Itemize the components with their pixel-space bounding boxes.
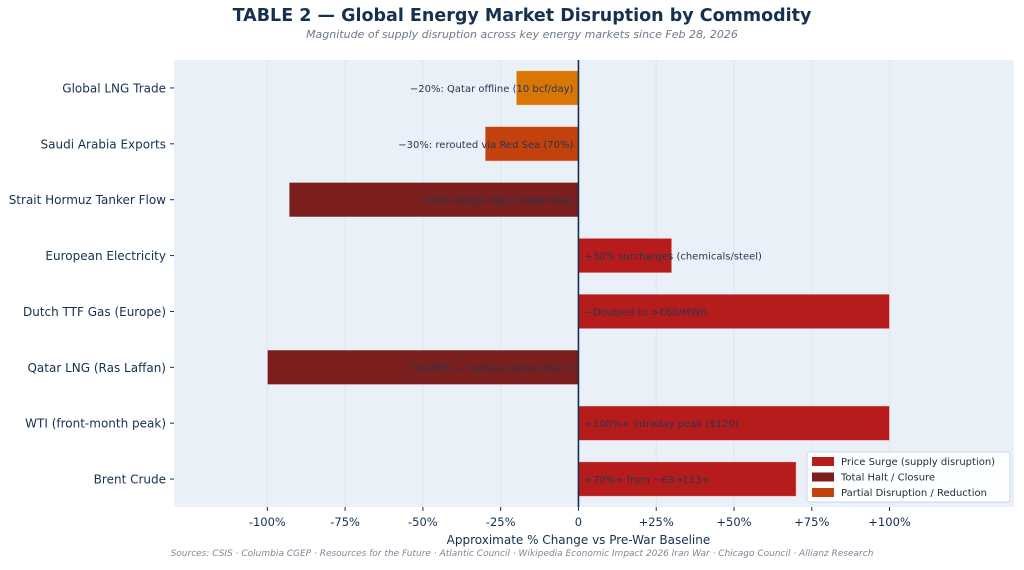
bar-annotation: +70%+ from ~63→113+ (584, 475, 710, 486)
y-tick-label: Strait Hormuz Tanker Flow (9, 193, 166, 207)
bars (266, 70, 891, 497)
legend-label: Partial Disruption / Reduction (841, 488, 987, 499)
legend-swatch-partial (812, 488, 834, 497)
bar-qatar-lng-ras-laffan- (266, 349, 579, 386)
sources-note: Sources: CSIS · Columbia CGEP · Resource… (170, 549, 874, 559)
bar-saudi-arabia-exports (484, 125, 579, 162)
bar-annotation: +30% surcharges (chemicals/steel) (584, 252, 762, 263)
bar-annotation: ~100→single-digit tankers/day (420, 196, 574, 207)
x-tick-label: 0 (575, 515, 582, 529)
y-tick-label: Global LNG Trade (62, 81, 166, 95)
y-tick-label: WTI (front-month peak) (25, 417, 166, 431)
x-axis-label: Approximate % Change vs Pre-War Baseline (447, 533, 711, 547)
chart-title: TABLE 2 — Global Energy Market Disruptio… (232, 6, 812, 26)
bar-annotation: +100%+ intraday peak ($120) (584, 419, 738, 430)
y-axis: Brent Crude WTI (front-month peak) Qatar L… (9, 81, 174, 487)
x-tick-label: -100% (249, 515, 286, 529)
legend-label: Price Surge (supply disruption) (841, 457, 995, 468)
x-tick-label: -50% (408, 515, 438, 529)
legend-swatch-price-surge (812, 457, 834, 466)
x-axis: -100% -75% -50% -25% 0 +25% +50% +75% +100% (249, 507, 911, 529)
x-tick-label: -25% (486, 515, 516, 529)
legend: Price Surge (supply disruption) Total Hal… (806, 451, 1011, 503)
bar-strait-hormuz-tanker-flow (288, 181, 579, 218)
bar-global-lng-trade (515, 70, 579, 106)
legend-box (806, 451, 1011, 503)
bar-annotations: +70%+ from ~63→113+ +100%+ intraday peak … (398, 84, 762, 486)
y-tick-label: Brent Crude (94, 473, 166, 487)
x-tick-label: +25% (639, 515, 674, 529)
chart-subtitle: Magnitude of supply disruption across ke… (306, 28, 738, 41)
legend-label: Total Halt / Closure (840, 473, 935, 484)
y-tick-label: European Electricity (45, 249, 166, 263)
y-tick-label: Saudi Arabia Exports (41, 137, 167, 151)
bar-annotation: HALTED — military strikes Mar 2 (413, 363, 574, 374)
x-tick-label: +75% (794, 515, 829, 529)
bar-annotation: −30%: rerouted via Red Sea (70%) (398, 140, 573, 151)
y-tick-label: Qatar LNG (Ras Laffan) (27, 361, 166, 375)
bar-annotation: −20%: Qatar offline (10 bcf/day) (410, 84, 574, 95)
x-tick-label: +50% (716, 515, 751, 529)
y-tick-label: Dutch TTF Gas (Europe) (23, 305, 166, 319)
bar-annotation: ~Doubled to >€60/MWh (584, 307, 706, 318)
legend-swatch-total-halt (812, 472, 834, 482)
x-tick-label: +100% (868, 515, 911, 529)
x-tick-label: -75% (330, 515, 360, 529)
